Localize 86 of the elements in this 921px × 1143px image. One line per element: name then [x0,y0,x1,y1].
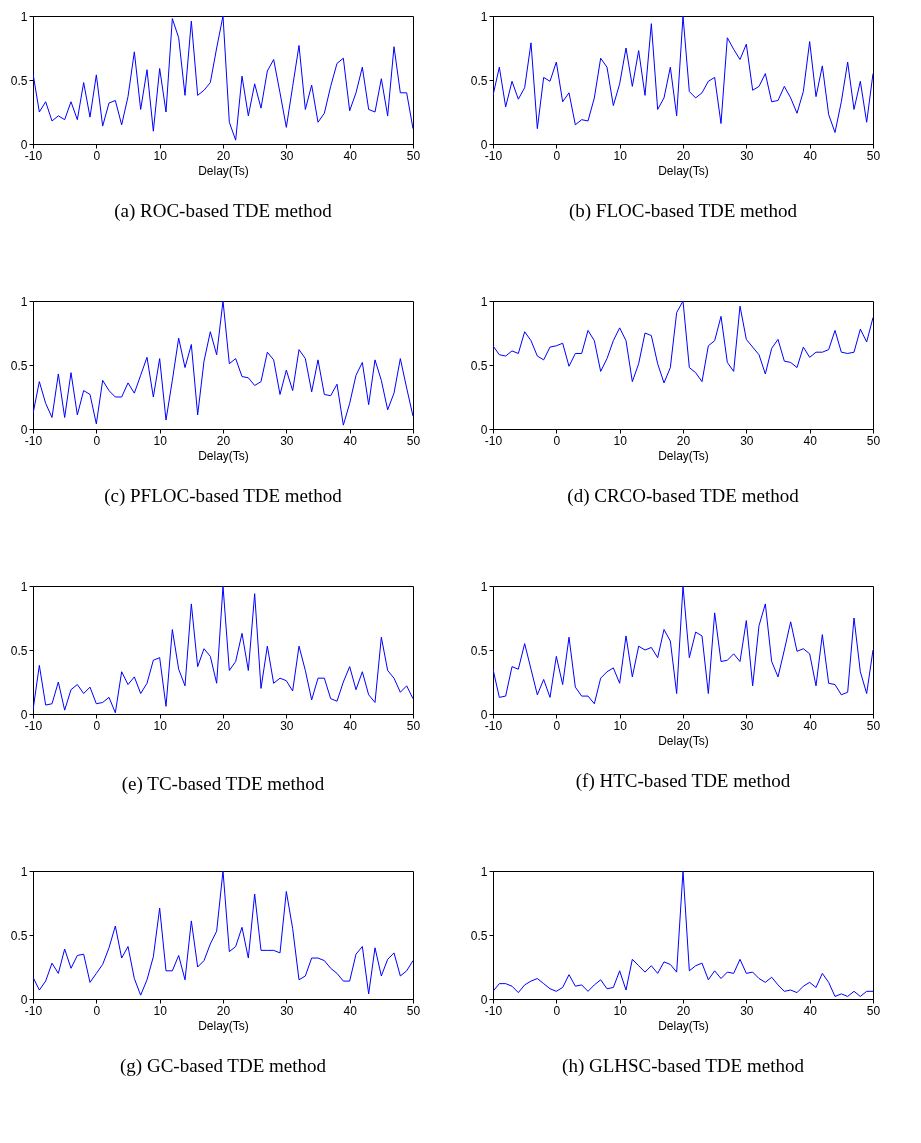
x-axis-title: Delay(Ts) [198,163,249,178]
text: (b) FLOC-based TDE method [568,200,798,222]
x-tick-label: 20 [676,433,691,448]
x-tick-label: 50 [406,1003,421,1018]
x-axis-title: Delay(Ts) [198,448,249,463]
line-series [493,586,873,705]
x-tick-label: 40 [343,718,358,733]
x-tick-label: 10 [153,718,168,733]
x-tick-label: 10 [153,433,168,448]
text: (h) GLHSC-based TDE method [562,1055,805,1077]
x-tick-label: 30 [280,433,294,448]
y-tick-label: 0.5 [10,358,28,373]
x-tick-label: 10 [613,148,628,163]
x-tick-label: 40 [343,148,358,163]
line-series [493,301,873,384]
x-tick-label: 20 [676,1003,691,1018]
x-tick-label: 0 [553,1003,561,1018]
y-tick-label: 0.5 [470,358,488,373]
x-tick-label: 0 [553,718,561,733]
x-tick-label: 40 [803,718,818,733]
text: (g) GC-based TDE method [120,1055,327,1077]
text: (a) ROC-based TDE method [114,200,333,222]
line-series [33,301,413,426]
x-tick-label: 30 [740,433,754,448]
x-tick-label: 50 [406,433,421,448]
x-tick-label: 40 [343,1003,358,1018]
x-tick-label: 10 [613,433,628,448]
text: (c) PFLOC-based TDE method [104,485,343,507]
x-tick-label: 0 [93,433,101,448]
x-tick-label: 50 [406,718,421,733]
x-axis-title: Delay(Ts) [658,733,709,748]
text: (e) TC-based TDE method [121,773,325,795]
line-series [33,871,413,996]
x-axis-title: Delay(Ts) [658,448,709,463]
text: (f) HTC-based TDE method [575,770,791,792]
y-tick-label: 0.5 [470,928,488,943]
x-tick-label: 30 [280,148,294,163]
x-tick-label: 0 [93,1003,101,1018]
x-tick-label: 30 [740,718,754,733]
x-tick-label: 30 [740,1003,754,1018]
x-tick-label: 30 [740,148,754,163]
x-tick-label: 30 [280,1003,294,1018]
x-tick-label: 10 [153,148,168,163]
x-tick-label: 10 [613,718,628,733]
x-axis-title: Delay(Ts) [658,1018,709,1033]
y-tick-label: 1 [480,864,488,879]
x-tick-label: 20 [216,1003,231,1018]
y-tick-label: 0.5 [10,73,28,88]
x-tick-label: 50 [866,1003,881,1018]
x-tick-label: 50 [866,718,881,733]
x-tick-label: 20 [676,148,691,163]
x-tick-label: 40 [803,433,818,448]
y-tick-label: 0.5 [10,643,28,658]
y-tick-label: 1 [20,864,28,879]
x-tick-label: 50 [866,148,881,163]
x-axis-title: Delay(Ts) [658,163,709,178]
x-tick-label: 30 [280,718,294,733]
y-tick-label: 0.5 [470,73,488,88]
x-tick-label: 10 [613,1003,628,1018]
x-tick-label: 0 [93,148,101,163]
line-series [493,16,873,133]
y-tick-label: 1 [480,579,488,594]
x-tick-label: 20 [676,718,691,733]
y-tick-label: 1 [20,9,28,24]
line-series [493,871,873,997]
x-tick-label: 50 [406,148,421,163]
text: (d) CRCO-based TDE method [567,485,800,507]
x-tick-label: 50 [866,433,881,448]
x-tick-label: 0 [553,148,561,163]
x-tick-label: 40 [803,148,818,163]
x-tick-label: 20 [216,148,231,163]
y-tick-label: 1 [480,9,488,24]
x-axis-title: Delay(Ts) [198,1018,249,1033]
y-tick-label: 0.5 [470,643,488,658]
y-tick-label: 1 [480,294,488,309]
y-tick-label: 1 [20,579,28,594]
x-tick-label: 10 [153,1003,168,1018]
x-tick-label: 40 [343,433,358,448]
x-tick-label: 0 [93,718,101,733]
y-tick-label: 1 [20,294,28,309]
line-series [33,16,413,141]
y-tick-label: 0.5 [10,928,28,943]
x-tick-label: 20 [216,433,231,448]
x-tick-label: 0 [553,433,561,448]
x-tick-label: 20 [216,718,231,733]
x-tick-label: 40 [803,1003,818,1018]
